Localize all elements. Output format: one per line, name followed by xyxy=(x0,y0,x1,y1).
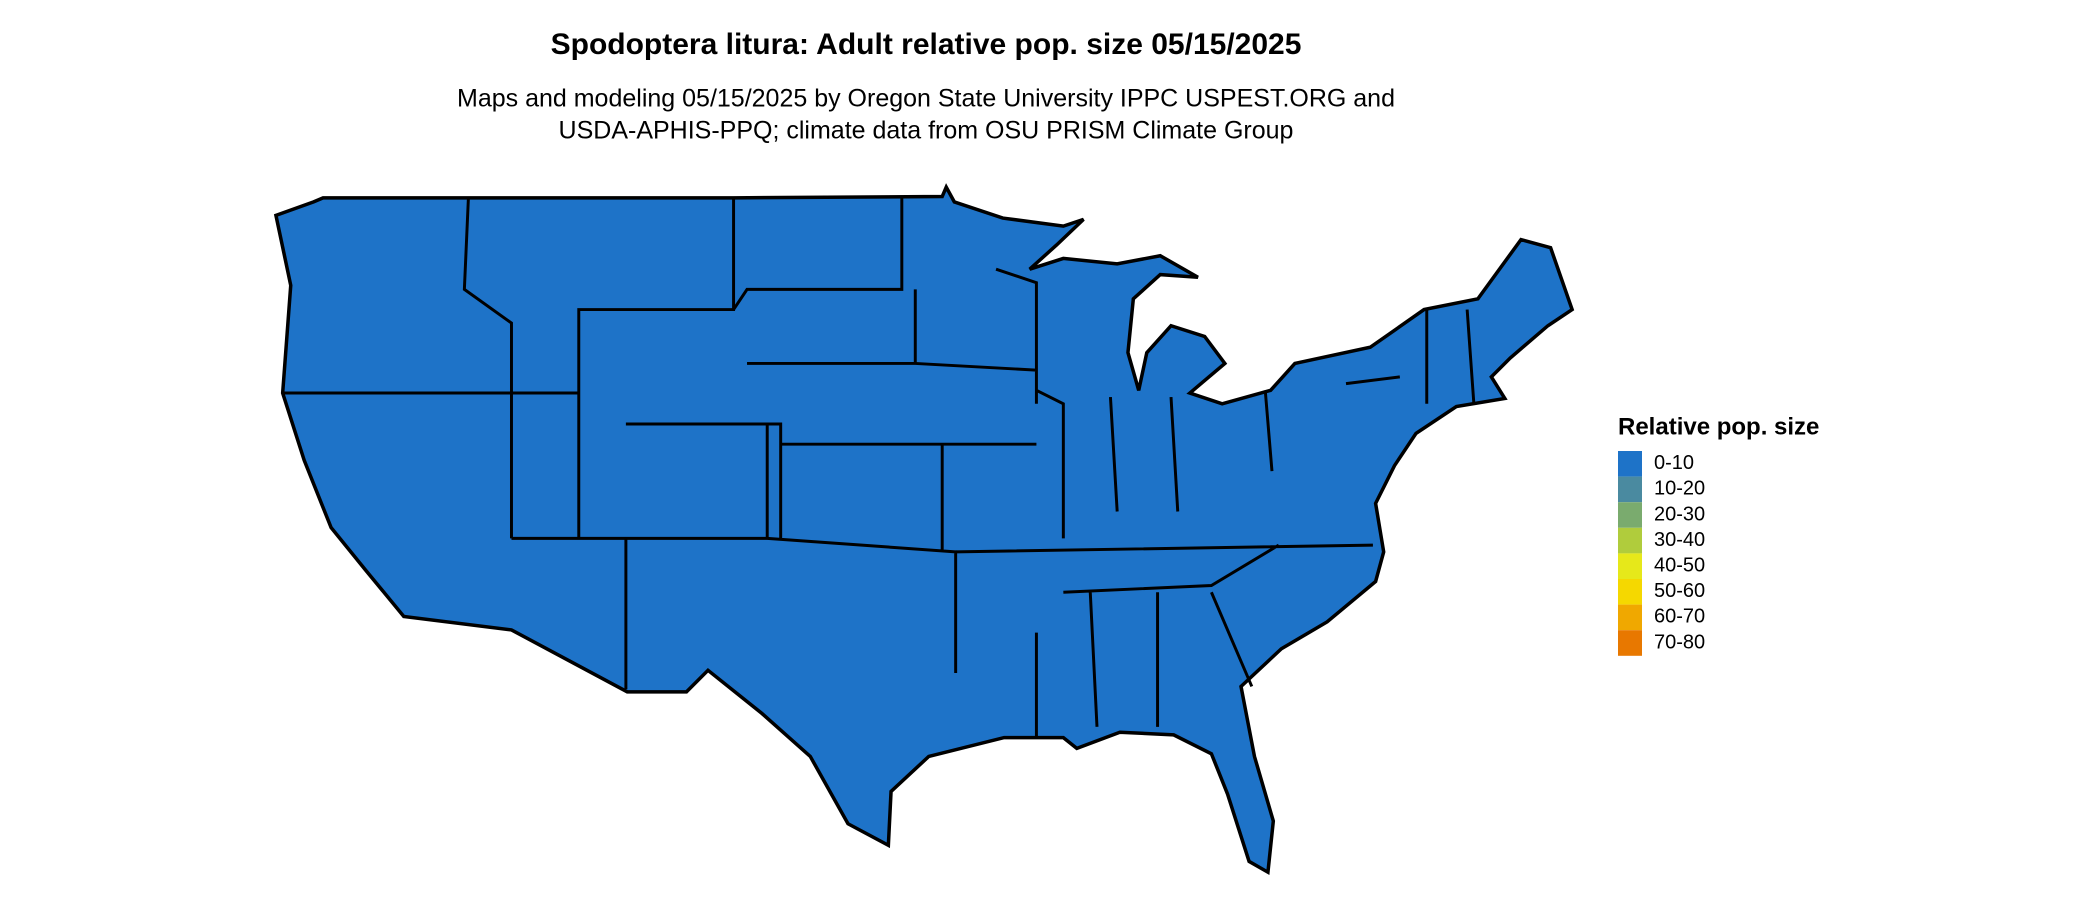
legend-label: 10-20 xyxy=(1654,478,1705,500)
legend-swatch xyxy=(1618,527,1642,554)
legend-title: Relative pop. size xyxy=(1618,413,1819,440)
legend-label: 40-50 xyxy=(1654,554,1705,576)
us-outline xyxy=(274,185,1574,874)
legend-swatch xyxy=(1618,630,1642,656)
map-subtitle: Maps and modeling 05/15/2025 by Oregon S… xyxy=(457,85,1395,113)
legend-label: 60-70 xyxy=(1654,606,1705,628)
legend-label: 70-80 xyxy=(1654,631,1705,653)
legend-swatch xyxy=(1618,579,1642,605)
legend-swatch xyxy=(1618,451,1642,477)
legend-swatch xyxy=(1618,553,1642,579)
state-borders xyxy=(282,196,1476,738)
map-subtitle: USDA-APHIS-PPQ; climate data from OSU PR… xyxy=(559,117,1294,145)
legend-items: 0-10 10-20 20-30 30-40 40-50 50-60 60-70 70-80 xyxy=(1618,451,1705,656)
legend-swatch xyxy=(1618,604,1642,631)
legend: Relative pop. size 0-10 10-20 20-30 30-40 40… xyxy=(1618,413,1819,656)
legend-label: 30-40 xyxy=(1654,529,1705,551)
map xyxy=(274,185,1574,874)
map-title: Spodoptera litura: Adult relative pop. s… xyxy=(551,28,1302,61)
legend-label: 50-60 xyxy=(1654,580,1705,602)
legend-label: 0-10 xyxy=(1654,452,1694,474)
legend-swatch xyxy=(1618,476,1642,503)
legend-swatch xyxy=(1618,502,1642,528)
legend-label: 20-30 xyxy=(1654,503,1705,525)
